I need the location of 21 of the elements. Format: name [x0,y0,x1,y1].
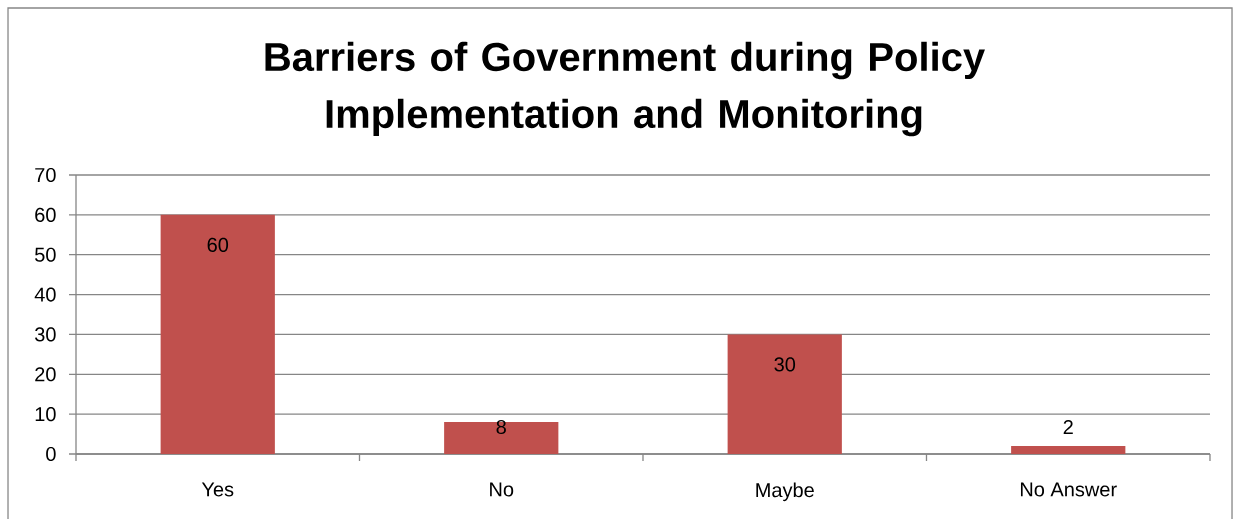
y-tick-label: 0 [46,446,56,462]
x-tick-label: No [490,482,514,497]
chart-title: Barriers of Government during Policy Implementation and Monitoring [265,41,985,137]
data-label: 60 [207,237,229,252]
bar [727,334,842,454]
y-tick-label: 50 [35,247,56,262]
y-tick-label: 10 [35,407,56,422]
bar [444,422,559,454]
y-tick-label: 20 [35,367,56,382]
y-tick-label: 70 [35,167,56,183]
bar [1011,446,1126,454]
data-label: 8 [496,419,506,435]
x-tick-label: Maybe [756,482,814,502]
x-tick-label: Yes [201,482,234,497]
y-tick-label: 30 [34,327,56,342]
y-tick-label: 60 [35,207,56,222]
x-tick-label: No Answer [1020,482,1117,497]
data-label: 30 [774,357,796,372]
bar [160,214,275,454]
data-label: 2 [1063,420,1073,434]
y-tick-label: 40 [34,287,56,302]
